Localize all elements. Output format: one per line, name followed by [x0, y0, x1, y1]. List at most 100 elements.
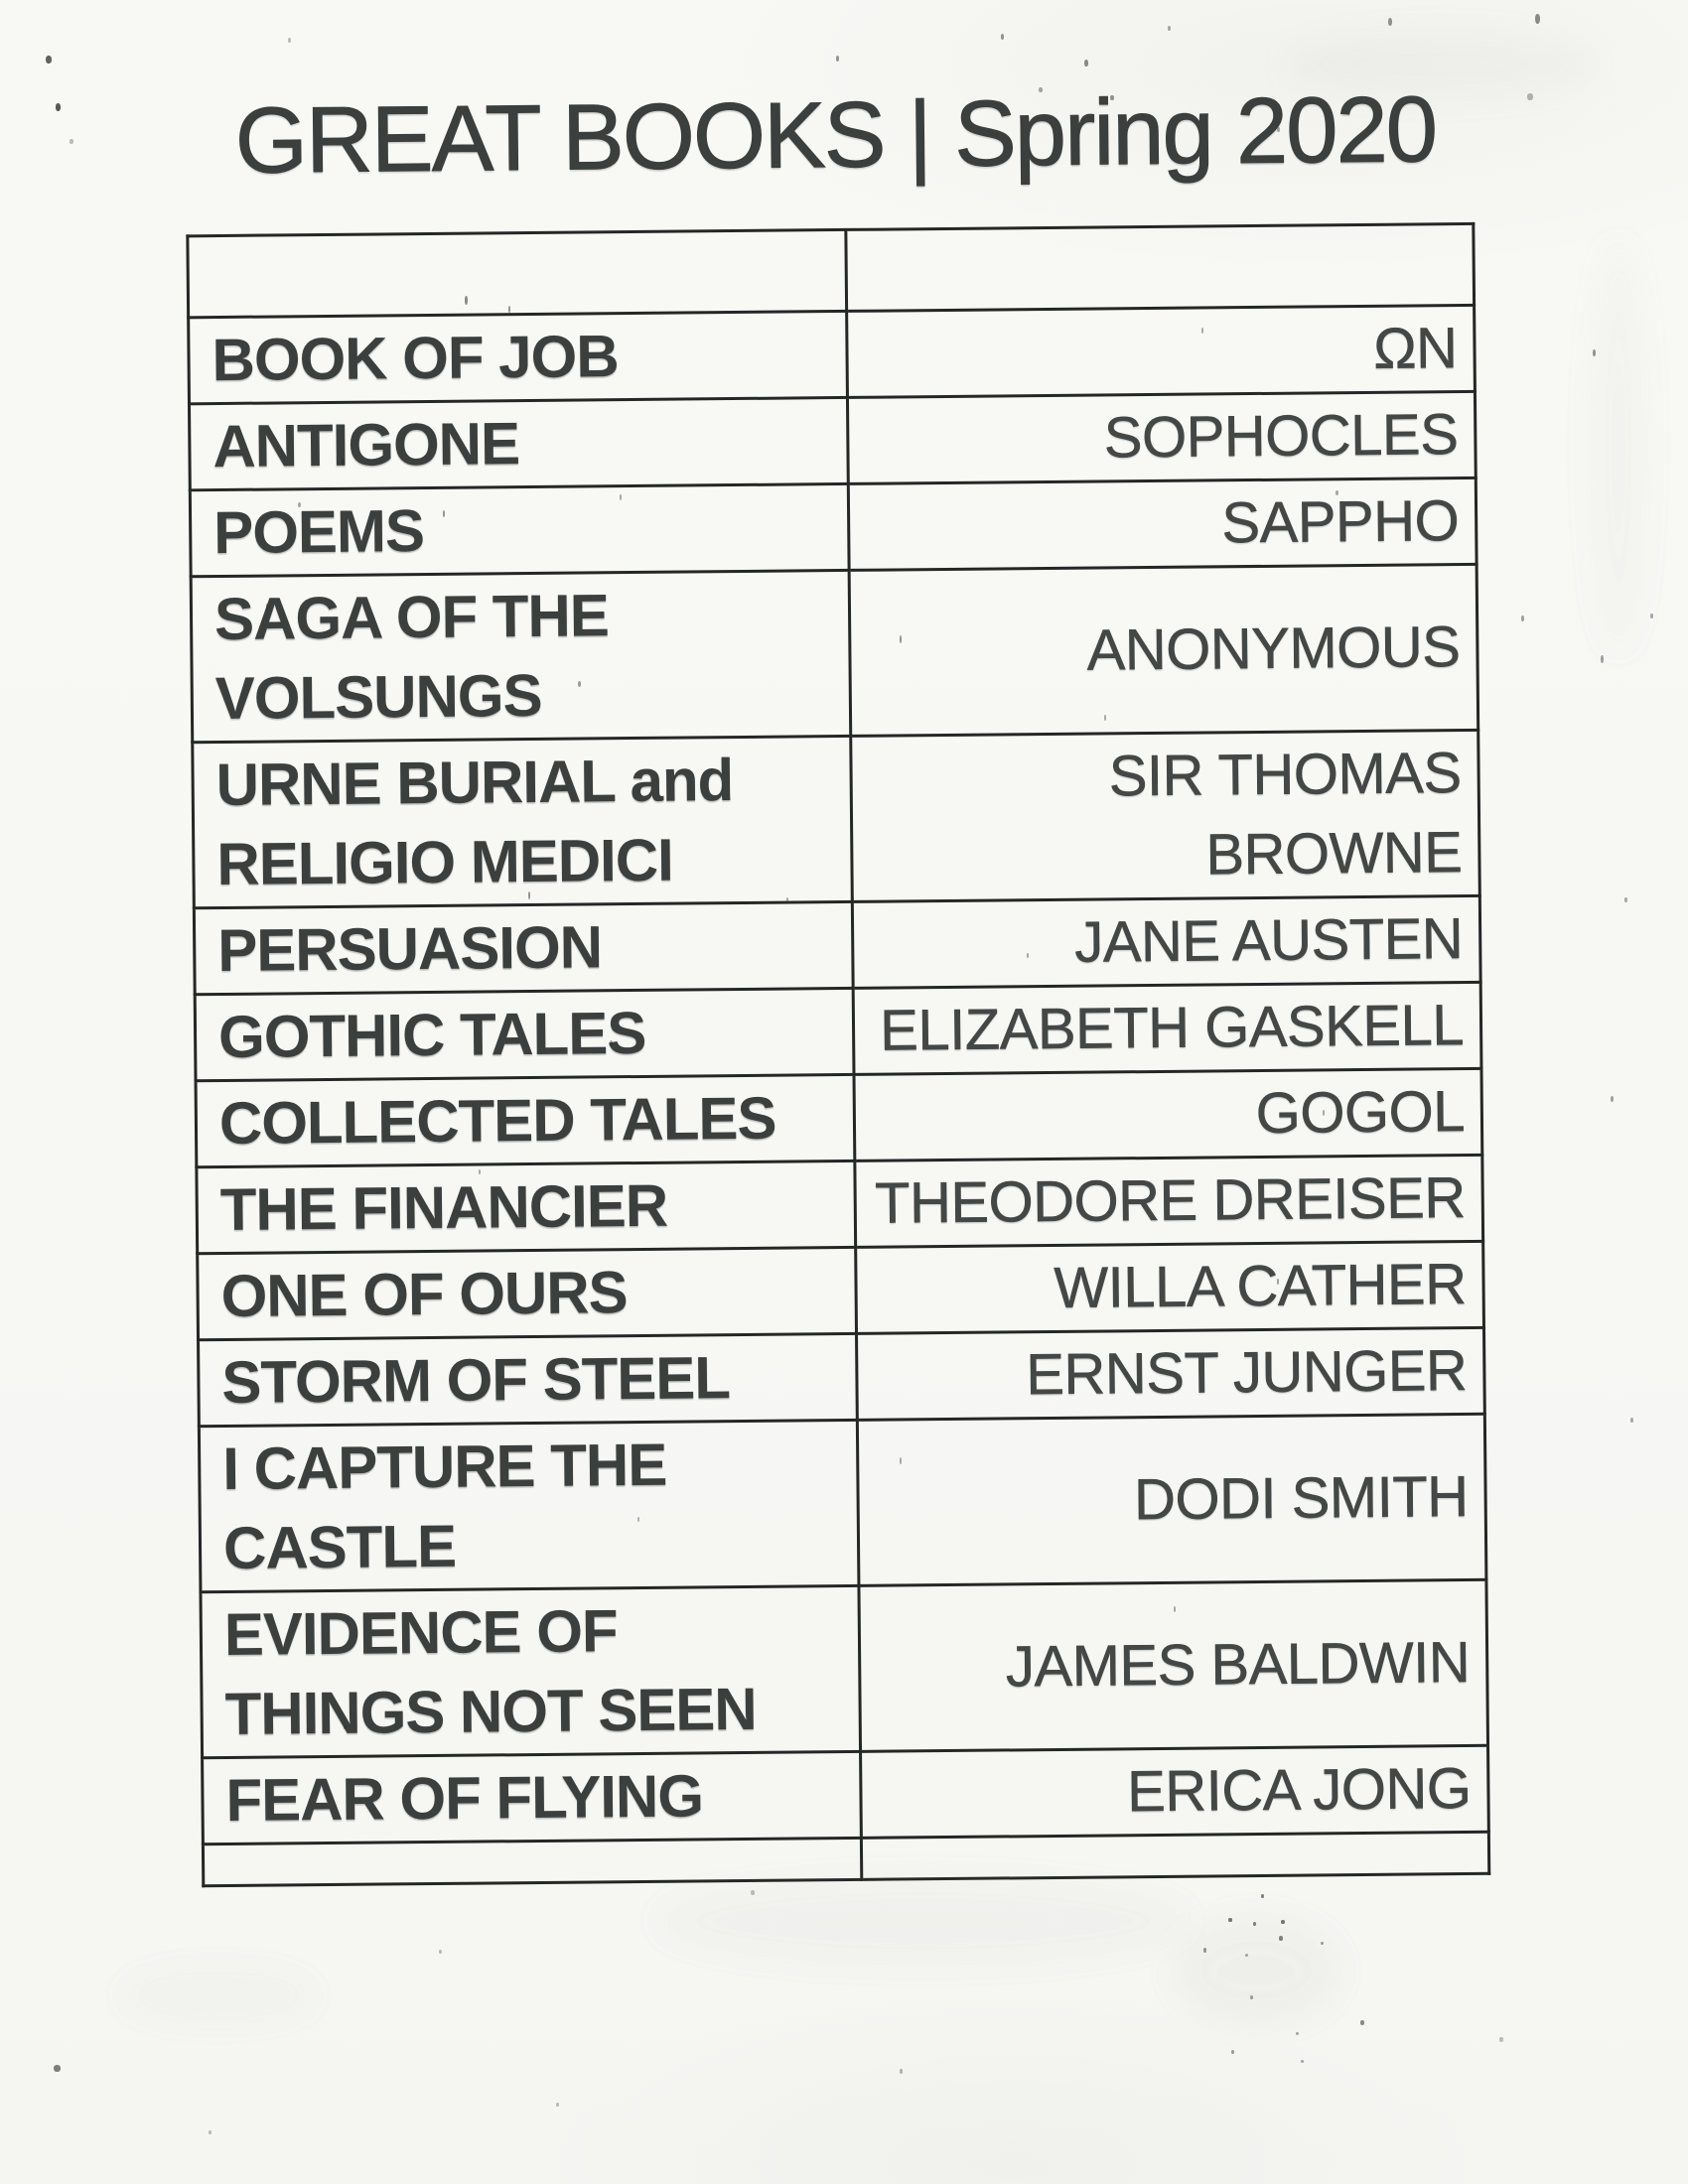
scan-speck [1527, 93, 1533, 100]
scan-speck [1168, 26, 1171, 31]
scan-speck [1321, 1942, 1324, 1945]
author-cell: JANE AUSTEN [852, 895, 1481, 989]
book-title: FEAR OF FLYING [225, 1762, 704, 1835]
scan-smudge [1281, 30, 1599, 99]
header-author-cell [845, 223, 1475, 312]
footer-title-cell [203, 1838, 862, 1886]
scan-speck [1388, 18, 1392, 26]
scan-speck [342, 459, 345, 466]
scan-speck [620, 494, 622, 500]
scan-speck [900, 1457, 902, 1464]
scan-speck [1253, 1922, 1256, 1926]
scan-smudge [119, 1966, 318, 2025]
book-title: EVIDENCE OF THINGS NOT SEEN [223, 1597, 758, 1748]
scan-speck [1277, 127, 1280, 132]
author-cell: ELIZABETH GASKELL [853, 982, 1481, 1075]
scan-speck [1231, 2050, 1234, 2054]
book-title-cell: I CAPTURE THE CASTLE [199, 1420, 859, 1592]
table-row: URNE BURIAL and RELIGIO MEDICI SIR THOMA… [192, 730, 1480, 908]
author-cell: ERNST JUNGER [856, 1327, 1485, 1421]
table-row: POEMS SAPPHO [190, 478, 1477, 577]
author-cell: GOGOL [854, 1068, 1482, 1161]
table-row: ONE OF OURS WILLA CATHER [197, 1241, 1484, 1340]
scan-speck [528, 891, 530, 899]
book-title-cell: SAGA OF THE VOLSUNGS [191, 570, 851, 743]
scan-speck [1279, 1936, 1283, 1941]
scan-speck [578, 681, 581, 687]
scan-speck [1593, 349, 1596, 356]
author-name: GOGOL [1255, 1079, 1466, 1147]
book-title-cell: BOOK OF JOB [188, 311, 848, 404]
header-title-cell [187, 229, 847, 318]
book-title-cell: STORM OF STEEL [198, 1333, 858, 1427]
scan-speck [1203, 1948, 1206, 1953]
book-title: POEMS [212, 497, 425, 567]
book-title-cell: PERSUASION [194, 901, 854, 995]
table-row: STORM OF STEEL ERNST JUNGER [198, 1327, 1485, 1427]
author-cell: THEODORE DREISER [854, 1155, 1483, 1248]
scan-speck [751, 1890, 755, 1895]
scan-speck [1084, 60, 1088, 67]
scan-speck [900, 2069, 903, 2074]
scan-speck [1039, 87, 1043, 92]
scan-speck [1601, 655, 1604, 663]
scan-speck [836, 56, 839, 62]
author-name: JAMES BALDWIN [1005, 1629, 1471, 1700]
book-title: PERSUASION [216, 913, 603, 985]
scan-speck [1336, 490, 1338, 495]
scan-smudge [1589, 238, 1648, 655]
scan-speck [1277, 1279, 1279, 1285]
table-row: ANTIGONE SOPHOCLES [189, 391, 1477, 490]
book-title: GOTHIC TALES [217, 999, 646, 1071]
scan-speck [443, 510, 445, 517]
scan-speck [1630, 1418, 1633, 1423]
table-row: THE FINANCIER THEODORE DREISER [196, 1155, 1483, 1254]
scan-speck [1296, 2032, 1299, 2035]
scan-speck [1174, 1606, 1176, 1612]
scan-speck [1245, 1954, 1248, 1957]
author-name: JANE AUSTEN [1073, 906, 1464, 975]
author-name: SAPPHO [1221, 488, 1460, 556]
scan-speck [298, 502, 301, 507]
author-name: ΩN [1372, 316, 1458, 381]
scan-speck [1261, 1894, 1264, 1898]
author-cell: SAPPHO [848, 478, 1477, 571]
author-name: ERNST JUNGER [1025, 1337, 1468, 1408]
table-row: GOTHIC TALES ELIZABETH GASKELL [195, 982, 1481, 1081]
table-header-row [187, 223, 1475, 318]
scan-speck [610, 1040, 613, 1046]
scan-speck [465, 296, 468, 305]
book-title-cell: EVIDENCE OF THINGS NOT SEEN [200, 1585, 861, 1758]
scan-speck [1001, 34, 1004, 40]
book-title-cell: POEMS [190, 483, 850, 577]
scan-speck [1624, 897, 1627, 902]
books-table: BOOK OF JOB ΩN ANTIGONE SOPHOCLES POEMS … [186, 222, 1490, 1887]
author-name: THEODORE DREISER [874, 1165, 1467, 1236]
scan-speck [1228, 1918, 1232, 1922]
scan-speck [288, 38, 291, 43]
author-cell: ΩN [846, 305, 1476, 398]
author-name: ELIZABETH GASKELL [879, 993, 1465, 1063]
scan-speck [637, 1517, 639, 1522]
book-title: SAGA OF THE VOLSUNGS [213, 582, 610, 733]
table-row: EVIDENCE OF THINGS NOT SEEN JAMES BALDWI… [200, 1579, 1488, 1758]
scan-speck [1650, 614, 1653, 618]
scan-speck [1250, 1995, 1253, 1999]
author-cell: WILLA CATHER [855, 1241, 1484, 1334]
scan-speck [479, 1169, 481, 1174]
scan-speck [209, 2130, 211, 2134]
book-title: BOOK OF JOB [211, 323, 619, 394]
book-title-cell: GOTHIC TALES [195, 988, 855, 1081]
author-cell: DODI SMITH [857, 1414, 1486, 1586]
scan-speck [46, 56, 52, 64]
book-title: COLLECTED TALES [218, 1084, 776, 1158]
scan-speck [556, 2103, 559, 2107]
footer-author-cell [861, 1832, 1489, 1880]
author-cell: SIR THOMAS BROWNE [850, 730, 1480, 902]
scan-speck [54, 2065, 61, 2072]
scan-speck [1499, 2037, 1503, 2042]
scan-speck [439, 1950, 442, 1954]
scan-speck [1611, 1096, 1614, 1102]
